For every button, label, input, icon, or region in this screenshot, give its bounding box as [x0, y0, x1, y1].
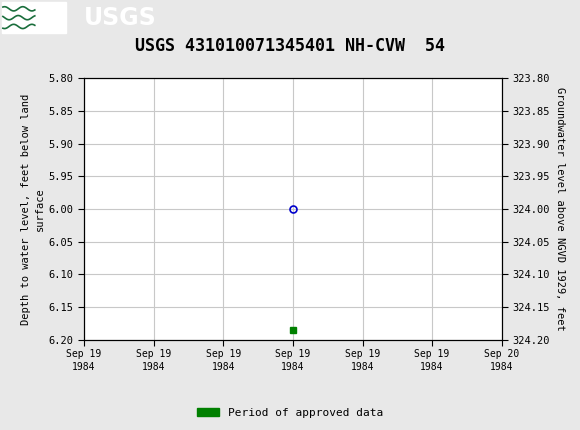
Text: USGS 431010071345401 NH-CVW  54: USGS 431010071345401 NH-CVW 54 — [135, 37, 445, 55]
Text: USGS: USGS — [84, 6, 157, 30]
FancyBboxPatch shape — [2, 2, 66, 33]
Legend: Period of approved data: Period of approved data — [193, 403, 387, 422]
Y-axis label: Groundwater level above NGVD 1929, feet: Groundwater level above NGVD 1929, feet — [555, 87, 565, 331]
Y-axis label: Depth to water level, feet below land
surface: Depth to water level, feet below land su… — [21, 93, 45, 325]
